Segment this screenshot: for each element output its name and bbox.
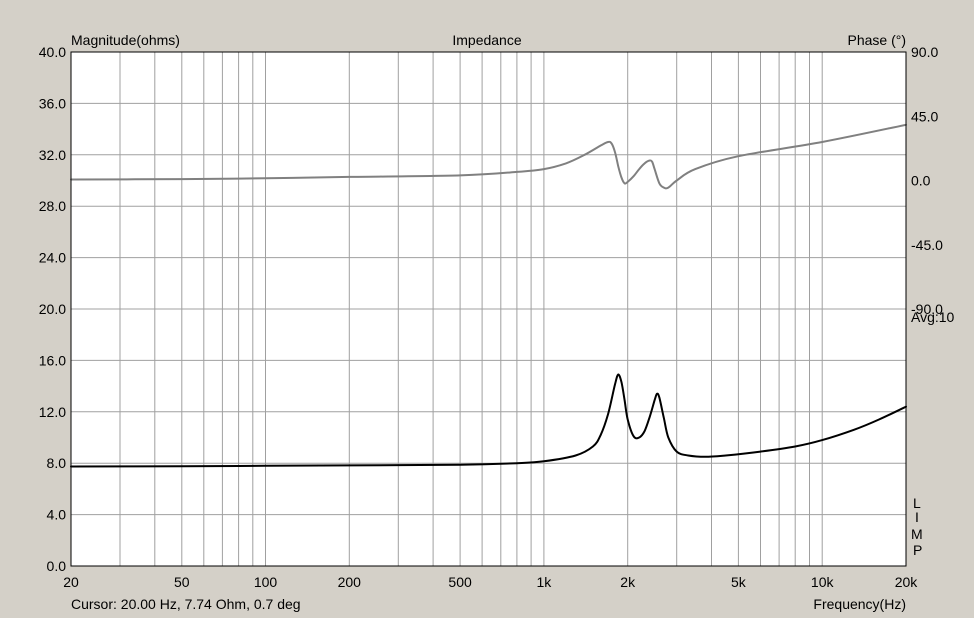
side-label-letter: P: [913, 542, 922, 558]
y-left-tick-label: 12.0: [39, 404, 66, 420]
plot-border: [70, 51, 907, 567]
y-left-tick-label: 4.0: [47, 507, 67, 523]
y-right-tick-label: 0.0: [911, 173, 931, 189]
phase-series-line: [70, 123, 907, 190]
x-tick-label: 20: [63, 574, 79, 590]
right-axis-title: Phase (°): [847, 32, 906, 48]
chart-title: Impedance: [452, 32, 521, 48]
left-axis-title: Magnitude(ohms): [71, 32, 180, 48]
y-left-tick-label: 28.0: [39, 198, 66, 214]
y-left-tick-label: 20.0: [39, 301, 66, 317]
y-left-tick-label: 36.0: [39, 95, 66, 111]
x-axis-title: Frequency(Hz): [813, 596, 906, 612]
y-left-tick-label: 24.0: [39, 250, 66, 266]
avg-label: Avg:10: [911, 309, 955, 325]
x-tick-label: 500: [448, 574, 472, 590]
y-left-tick-label: 0.0: [47, 558, 67, 574]
y-right-tick-label: 90.0: [911, 44, 938, 60]
x-tick-label: 200: [338, 574, 362, 590]
side-label-letter: I: [915, 509, 919, 525]
x-tick-label: 10k: [811, 574, 835, 590]
y-left-tick-label: 8.0: [47, 455, 67, 471]
x-tick-label: 20k: [895, 574, 919, 590]
y-right-tick-label: -45.0: [911, 237, 943, 253]
axis-tick-labels: 20 50 100 200 500 1k 2k 5k 10k 20k 0.0 4.0 8.0 12.0 16…: [39, 44, 943, 590]
y-left-tick-label: 16.0: [39, 352, 66, 368]
x-tick-label: 100: [254, 574, 278, 590]
y-left-tick-label: 32.0: [39, 147, 66, 163]
x-tick-label: 2k: [620, 574, 636, 590]
x-tick-label: 1k: [537, 574, 553, 590]
series-lines: [70, 123, 907, 468]
side-label-letter: M: [911, 526, 923, 542]
y-right-tick-label: -90.0: [911, 301, 943, 317]
cursor-readout: Cursor: 20.00 Hz, 7.74 Ohm, 0.7 deg: [71, 596, 301, 612]
y-right-tick-label: 45.0: [911, 108, 938, 124]
y-left-tick-label: 40.0: [39, 44, 66, 60]
magnitude-series-line: [70, 373, 907, 468]
x-tick-label: 50: [174, 574, 190, 590]
side-label-letter: L: [913, 495, 921, 511]
grid-lines: [71, 52, 906, 566]
x-tick-label: 5k: [731, 574, 747, 590]
